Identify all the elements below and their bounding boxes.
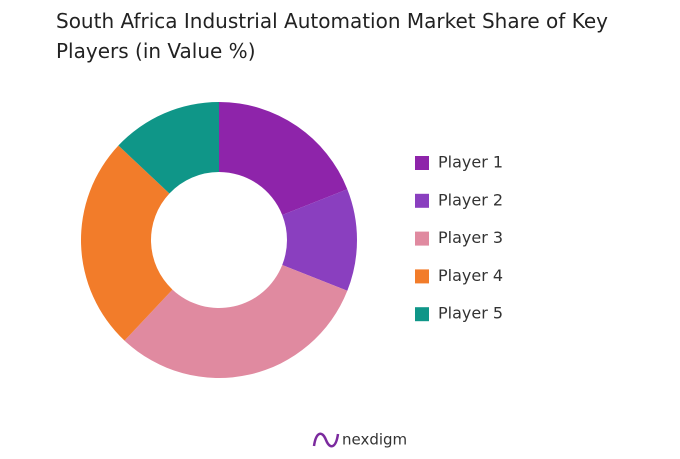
donut-slice bbox=[124, 265, 348, 378]
legend-swatch bbox=[415, 307, 429, 322]
legend-label: Player 4 bbox=[438, 266, 503, 285]
legend-label: Player 2 bbox=[438, 190, 503, 209]
logo-text: nexdigm bbox=[342, 431, 407, 449]
logo-icon bbox=[312, 432, 340, 448]
legend-swatch bbox=[415, 269, 429, 284]
donut-slice bbox=[118, 102, 219, 194]
legend-swatch bbox=[415, 193, 429, 208]
logo-mark bbox=[312, 432, 340, 448]
legend-label: Player 1 bbox=[438, 153, 503, 172]
donut-slice bbox=[219, 102, 348, 215]
legend-label: Player 3 bbox=[438, 228, 503, 247]
donut-slice bbox=[81, 145, 173, 341]
donut-slice bbox=[282, 189, 357, 291]
chart-title: South Africa Industrial Automation Marke… bbox=[56, 9, 608, 63]
legend-swatch bbox=[415, 156, 429, 170]
legend-swatch bbox=[415, 231, 429, 246]
legend-label: Player 5 bbox=[438, 304, 503, 323]
